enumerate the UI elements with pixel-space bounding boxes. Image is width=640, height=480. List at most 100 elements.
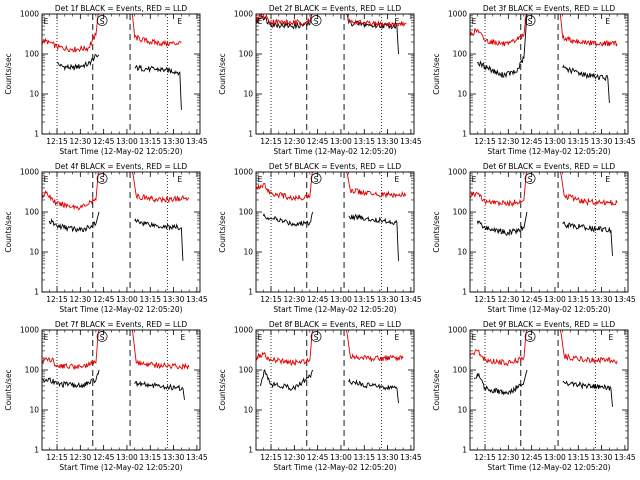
event-marker-circle	[96, 15, 108, 26]
chart-panel: Det 1f BLACK = Events, RED = LLD Counts/s…	[4, 4, 208, 156]
x-tick-label: 12:30	[70, 137, 92, 146]
y-tick-label: 1000	[448, 326, 467, 335]
x-tick-label: 13:00	[330, 295, 352, 304]
x-tick-label: 12:15	[46, 295, 68, 304]
lld-series-line	[559, 14, 618, 48]
events-series-line	[562, 380, 613, 407]
x-axis-label: Start Time (12-May-02 12:05:20)	[273, 463, 396, 472]
y-tick-label: 10	[29, 90, 39, 99]
event-marker-label: S	[314, 333, 319, 342]
events-series-line	[562, 221, 613, 256]
event-marker-label: E	[44, 175, 49, 184]
chart-title: Det 7f BLACK = Events, RED = LLD	[55, 320, 188, 329]
x-tick-label: 13:45	[186, 295, 208, 304]
x-tick-label: 12:15	[46, 137, 68, 146]
x-axis-label: Start Time (12-May-02 12:05:20)	[273, 147, 396, 156]
x-tick-label: 12:45	[93, 295, 115, 304]
event-marker-label: E	[258, 333, 263, 342]
y-tick-label: 100	[239, 366, 254, 375]
chart-panel: Det 5f BLACK = Events, RED = LLD Counts/s…	[218, 162, 422, 314]
x-tick-label: 13:00	[330, 453, 352, 462]
events-series-line	[134, 218, 184, 261]
y-axis-label: Counts/sec	[218, 369, 227, 410]
events-series-line	[48, 211, 100, 233]
x-tick-label: 13:00	[330, 137, 352, 146]
lld-series-line	[42, 330, 100, 371]
events-series-line	[473, 369, 528, 396]
events-series-line	[42, 369, 100, 389]
chart-title: Det 6f BLACK = Events, RED = LLD	[483, 162, 616, 171]
event-marker-label: E	[472, 333, 477, 342]
lld-series-line	[256, 172, 314, 202]
chart-title: Det 8f BLACK = Events, RED = LLD	[269, 320, 402, 329]
x-tick-label: 12:45	[93, 453, 115, 462]
x-axis-label: Start Time (12-May-02 12:05:20)	[59, 147, 182, 156]
x-tick-label: 13:15	[353, 295, 375, 304]
y-axis-label: Counts/sec	[432, 53, 441, 94]
lld-series-line	[131, 330, 190, 371]
x-tick-label: 12:30	[498, 295, 520, 304]
event-marker-label: E	[44, 333, 49, 342]
events-series-line	[348, 377, 399, 404]
chart-panel: Det 6f BLACK = Events, RED = LLD Counts/s…	[432, 162, 636, 314]
x-axis-label: Start Time (12-May-02 12:05:20)	[487, 463, 610, 472]
y-tick-label: 100	[239, 208, 254, 217]
event-marker-label: S	[528, 333, 533, 342]
chart-panel: Det 7f BLACK = Events, RED = LLD Counts/s…	[4, 320, 208, 472]
event-marker-label: S	[314, 175, 319, 184]
events-series-line	[259, 369, 314, 391]
y-tick-label: 10	[457, 406, 467, 415]
y-tick-label: 100	[25, 208, 40, 217]
x-tick-label: 13:30	[377, 295, 399, 304]
x-tick-label: 12:30	[70, 295, 92, 304]
chart-title: Det 1f BLACK = Events, RED = LLD	[55, 4, 188, 13]
event-marker-circle	[524, 331, 536, 342]
x-tick-label: 12:45	[521, 295, 543, 304]
event-marker-label: E	[472, 175, 477, 184]
lld-series-line	[256, 330, 314, 367]
y-tick-label: 100	[25, 50, 40, 59]
lld-series-line	[345, 330, 404, 362]
x-tick-label: 12:45	[521, 453, 543, 462]
x-tick-label: 13:00	[544, 295, 566, 304]
y-axis-label: Counts/sec	[218, 211, 227, 252]
plot-frame	[41, 13, 201, 135]
x-tick-label: 13:45	[400, 453, 422, 462]
chart-panel: Det 8f BLACK = Events, RED = LLD Counts/s…	[218, 320, 422, 472]
y-axis-label: Counts/sec	[4, 369, 13, 410]
lld-series-line	[345, 172, 407, 199]
y-tick-label: 10	[243, 248, 253, 257]
x-tick-label: 13:00	[116, 295, 138, 304]
lld-series-line	[42, 14, 99, 53]
y-tick-label: 1	[462, 446, 467, 455]
y-tick-label: 1	[248, 130, 253, 139]
event-marker-label: S	[100, 175, 105, 184]
event-marker-label: E	[258, 175, 263, 184]
event-marker-label: E	[395, 17, 400, 26]
x-tick-label: 12:30	[498, 453, 520, 462]
y-tick-label: 1	[462, 130, 467, 139]
chart-panel: Det 3f BLACK = Events, RED = LLD Counts/s…	[432, 4, 636, 156]
plot-frame	[255, 329, 415, 451]
event-marker-label: E	[472, 17, 477, 26]
event-marker-label: E	[44, 17, 49, 26]
x-tick-label: 12:30	[284, 295, 306, 304]
y-axis-label: Counts/sec	[4, 211, 13, 252]
event-marker-label: S	[314, 17, 319, 26]
y-tick-label: 1	[248, 446, 253, 455]
events-series-line	[134, 64, 182, 110]
y-tick-label: 1000	[20, 10, 39, 19]
x-tick-label: 12:15	[474, 137, 496, 146]
lld-series-line	[345, 14, 407, 28]
lld-series-line	[559, 330, 618, 365]
x-tick-label: 13:45	[186, 453, 208, 462]
event-marker-circle	[310, 15, 322, 26]
chart-title: Det 5f BLACK = Events, RED = LLD	[269, 162, 402, 171]
x-tick-label: 13:15	[139, 137, 161, 146]
y-tick-label: 100	[453, 208, 468, 217]
lld-series-line	[470, 172, 528, 208]
lld-series-line	[42, 172, 100, 211]
plot-frame	[469, 13, 629, 135]
y-tick-label: 10	[243, 406, 253, 415]
